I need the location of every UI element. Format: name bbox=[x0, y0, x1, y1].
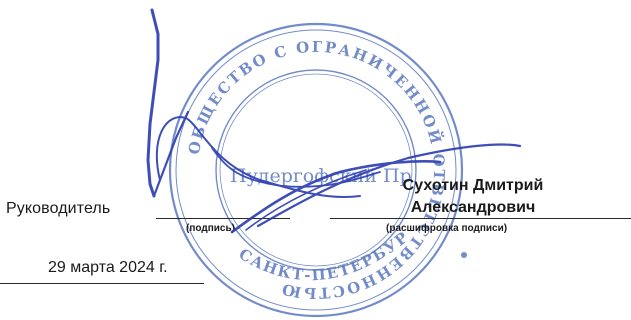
svg-text:САНКТ-ПЕТЕРБУРГ: САНКТ-ПЕТЕРБУРГ bbox=[140, 0, 412, 284]
signer-name-line1: Сухотин Дмитрий bbox=[402, 177, 544, 194]
role-label: Руководитель bbox=[6, 200, 111, 217]
name-caption: (расшифровка подписи) bbox=[386, 223, 508, 234]
signature-line bbox=[156, 218, 290, 219]
signer-name-line2: Александрович bbox=[410, 199, 536, 216]
company-seal: ОБЩЕСТВО С ОГРАНИЧЕННОЙ ОТВЕТСТВЕННОСТЬЮ… bbox=[140, 0, 467, 318]
signing-date: 29 марта 2024 г. bbox=[48, 259, 168, 276]
signature-caption: (подпись) bbox=[186, 223, 235, 234]
date-line bbox=[0, 283, 204, 284]
seal-bottom-text: САНКТ-ПЕТЕРБУРГ bbox=[140, 0, 411, 284]
name-line bbox=[330, 218, 631, 219]
